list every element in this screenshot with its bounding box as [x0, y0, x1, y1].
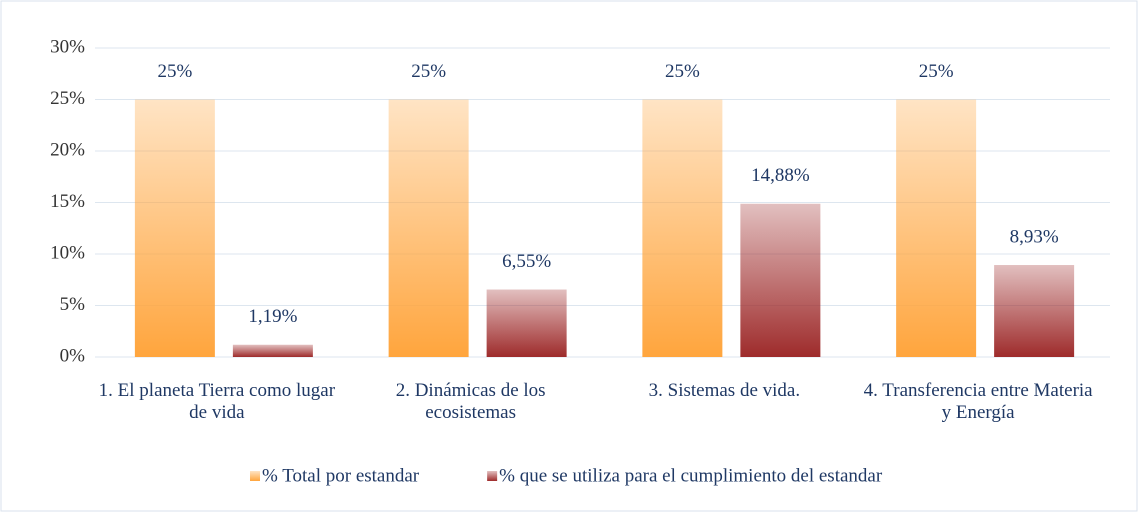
data-label: 25%: [919, 61, 954, 82]
bar: [388, 99, 469, 357]
bar: [486, 289, 567, 357]
y-tick-label: 25%: [50, 88, 85, 109]
y-tick-label: 15%: [50, 191, 85, 212]
x-tick-label: 4. Transferencia entre Materia y Energía: [863, 380, 1093, 423]
bar: [896, 99, 977, 357]
data-label: 6,55%: [502, 251, 551, 272]
data-label: 25%: [157, 61, 192, 82]
data-label: 8,93%: [1010, 226, 1059, 247]
y-tick-label: 0%: [60, 345, 86, 366]
y-tick-label: 10%: [50, 242, 85, 263]
x-tick-label: 1. El planeta Tierra como lugar de vida: [98, 380, 336, 423]
data-label: 14,88%: [751, 165, 810, 186]
y-tick-label: 20%: [50, 139, 85, 160]
legend-label: % Total por estandar: [262, 465, 420, 486]
bar: [740, 203, 821, 357]
data-label: 25%: [411, 61, 446, 82]
data-label: 1,19%: [248, 306, 297, 327]
legend-swatch: [487, 471, 498, 481]
bar: [994, 265, 1075, 357]
x-tick-label: 2. Dinámicas de los ecosistemas: [395, 380, 546, 423]
data-label: 25%: [665, 61, 700, 82]
legend-swatch: [250, 471, 260, 481]
y-tick-label: 5%: [60, 294, 86, 315]
x-tick-label: 3. Sistemas de vida.: [648, 380, 801, 401]
y-tick-label: 30%: [50, 36, 85, 57]
bar: [642, 99, 723, 357]
bar: [134, 99, 215, 357]
legend-label: % que se utiliza para el cumplimiento de…: [499, 465, 883, 486]
bar: [232, 344, 313, 357]
